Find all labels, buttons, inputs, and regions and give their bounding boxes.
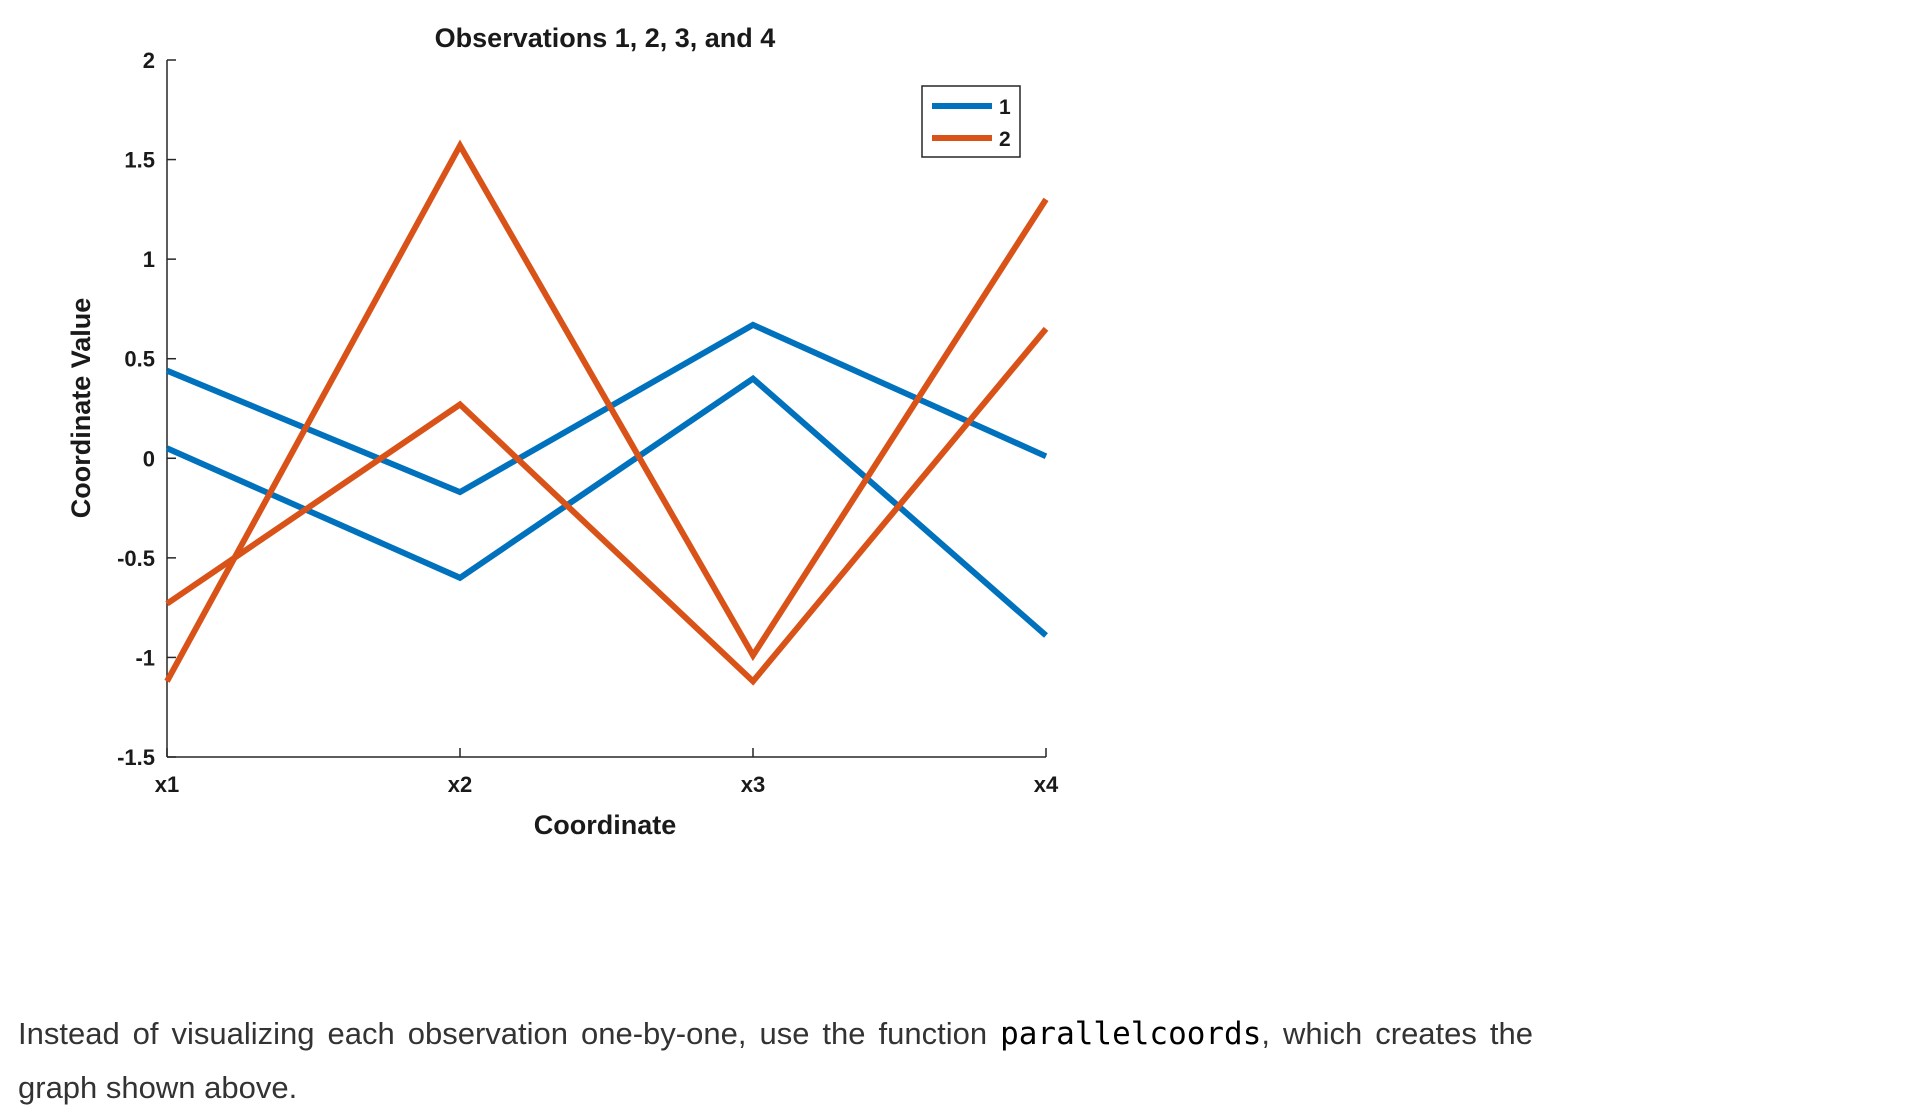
x-tick-label: x4 [1034, 772, 1059, 797]
y-axis-title: Coordinate Value [66, 298, 96, 519]
axes: -1.5 -1 -0.5 0 0.5 1 1.5 2 x1 x2 x3 x4 [117, 48, 1059, 797]
y-tick-label: -1.5 [117, 745, 155, 770]
y-tick-label: 0.5 [124, 347, 155, 372]
chart-canvas: Observations 1, 2, 3, and 4 Coordinate V… [66, 23, 1059, 840]
caption-text-after: , which creates the graph shown above. [18, 1016, 1533, 1105]
x-tick-label: x2 [448, 772, 472, 797]
caption-paragraph: Instead of visualizing each observation … [18, 1007, 1533, 1114]
legend-label-2: 2 [999, 128, 1011, 151]
chart-title: Observations 1, 2, 3, and 4 [435, 23, 776, 53]
series-line-1-1 [165, 321, 1048, 496]
x-tick-label: x1 [155, 772, 179, 797]
y-tick-label: -1 [135, 645, 155, 670]
parallel-coordinates-chart: Observations 1, 2, 3, and 4 Coordinate V… [66, 23, 1059, 840]
legend-box [921, 85, 1021, 158]
caption-function-name: parallelcoords [1000, 1016, 1262, 1052]
series-line-2-3 [164, 139, 1049, 683]
series-line-2-4 [165, 326, 1049, 686]
legend-label-1: 1 [999, 96, 1011, 119]
y-tick-label: 1 [143, 247, 155, 272]
y-tick-label: 0 [143, 446, 155, 471]
y-tick-label: 2 [143, 48, 155, 73]
y-tick-label: -0.5 [117, 546, 155, 571]
x-tick-label: x3 [741, 772, 765, 797]
y-tick-label: 1.5 [124, 148, 155, 173]
caption-text-before: Instead of visualizing each observation … [18, 1016, 1001, 1051]
legend: 12 [921, 85, 1021, 158]
x-axis-title: Coordinate [534, 810, 677, 840]
series-line-1-2 [165, 374, 1048, 638]
series-layer [164, 139, 1049, 686]
